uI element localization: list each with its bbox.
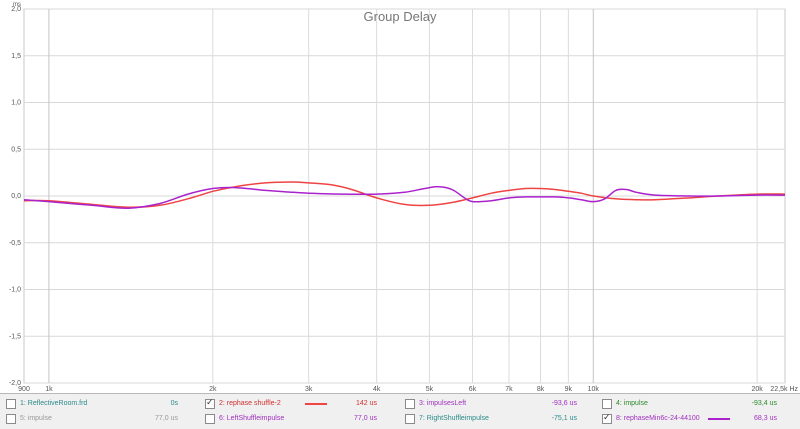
legend-value: 68,3 us: [754, 415, 777, 422]
x-tick-label: 900: [18, 386, 30, 393]
x-tick-label: 1k: [45, 386, 53, 393]
legend-item[interactable]: 5: impulse 77,0 us: [6, 413, 196, 427]
y-tick-label: -2,0: [9, 380, 21, 387]
legend-item[interactable]: 4: impulse -93,4 us: [602, 398, 792, 412]
legend-item[interactable]: 8: rephaseMin6c-24-44100 68,3 us: [602, 412, 792, 427]
legend-value: -93,4 us: [751, 400, 777, 407]
legend-value: 77,0 us: [354, 415, 377, 422]
y-tick-label: 1,0: [11, 100, 21, 107]
x-axis-ticks: 900 1k 2k 3k 4k 5k 6k 7k 8k 9k 10k 20k 22,5k Hz: [18, 386, 798, 393]
legend-label: 3: impulsesLeft: [419, 400, 467, 407]
y-axis-unit: ms: [13, 2, 21, 8]
y-tick-label: 2,0: [11, 6, 21, 13]
x-tick-label: 5k: [426, 386, 434, 393]
legend-label: 8: rephaseMin6c-24-44100: [616, 415, 700, 422]
series-lines: [23, 181, 786, 209]
legend-checkbox[interactable]: [405, 414, 415, 424]
y-tick-label: -1,5: [9, 333, 21, 340]
legend-value: -93,6 us: [551, 400, 577, 407]
y-tick-label: 1,5: [11, 53, 21, 60]
y-tick-label: 0,5: [11, 146, 21, 153]
legend-value: 142 us: [355, 400, 377, 407]
y-tick-label: 0,0: [11, 193, 21, 200]
legend-value: 0s: [170, 400, 178, 407]
legend-item[interactable]: 3: impulsesLeft -93,6 us: [405, 398, 595, 412]
y-tick-label: -1,0: [9, 287, 21, 294]
legend-checkbox[interactable]: [6, 399, 16, 409]
x-tick-label: 20k: [752, 386, 764, 393]
x-tick-label: 7k: [505, 386, 513, 393]
chart-title: Group Delay: [364, 9, 437, 24]
legend-checkbox[interactable]: [602, 412, 612, 424]
legend-label: 5: impulse: [20, 415, 52, 422]
x-tick-label: 10k: [588, 386, 600, 393]
series-line: [23, 181, 786, 208]
legend-item[interactable]: 1: ReflectiveRoom.frd 0s: [6, 398, 196, 412]
series-line: [23, 185, 786, 209]
y-axis-ticks: 2,0 1,5 1,0 0,5 0,0 -0,5 -1,0 -1,5 -2,0: [9, 6, 21, 387]
legend-label: 6: LeftShuffleimpulse: [219, 415, 285, 422]
x-tick-label: 6k: [469, 386, 477, 393]
legend-checkbox[interactable]: [602, 399, 612, 409]
legend-label: 2: rephase shuffle-2: [219, 400, 281, 407]
legend-label: 7: RightShuffleimpulse: [419, 415, 489, 422]
x-tick-label: 4k: [373, 386, 381, 393]
legend-label: 1: ReflectiveRoom.frd: [20, 400, 88, 407]
legend-line-swatch: [708, 418, 730, 420]
legend-line-swatch: [305, 403, 327, 405]
legend-label: 4: impulse: [616, 400, 648, 407]
legend-item[interactable]: 2: rephase shuffle-2 142 us: [205, 397, 395, 412]
x-tick-label: 8k: [537, 386, 545, 393]
legend-checkbox[interactable]: [205, 397, 215, 409]
group-delay-chart: 2,0 1,5 1,0 0,5 0,0 -0,5 -1,0 -1,5 -2,0 900 1k 2k 3…: [9, 2, 799, 393]
legend-checkbox[interactable]: [405, 399, 415, 409]
legend-value: 77,0 us: [155, 415, 178, 422]
legend-checkbox[interactable]: [205, 414, 215, 424]
x-tick-label: 3k: [305, 386, 313, 393]
legend-panel: 1: ReflectiveRoom.frd 0s 2: rephase shuffl…: [0, 393, 800, 429]
legend-checkbox[interactable]: [6, 414, 16, 424]
x-tick-label: 2k: [209, 386, 217, 393]
x-tick-label: 22,5k Hz: [770, 386, 798, 393]
legend-item[interactable]: 7: RightShuffleimpulse -75,1 us: [405, 413, 595, 427]
y-tick-label: -0,5: [9, 240, 21, 247]
legend-item[interactable]: 6: LeftShuffleimpulse 77,0 us: [205, 413, 395, 427]
x-tick-label: 9k: [565, 386, 573, 393]
legend-value: -75,1 us: [551, 415, 577, 422]
